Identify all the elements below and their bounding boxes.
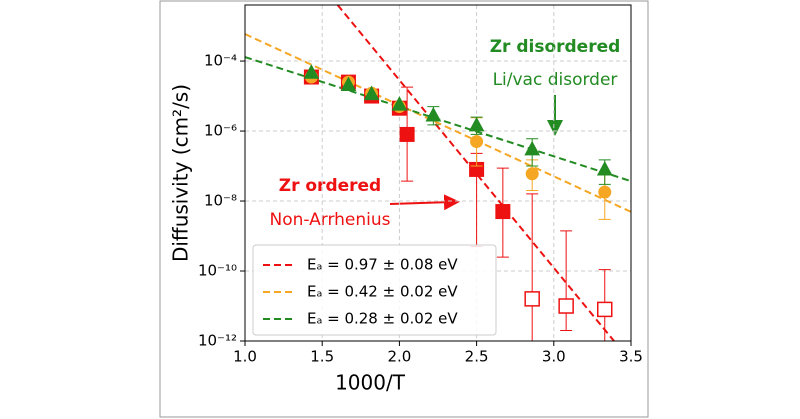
annotation: Li/vac disorder <box>493 70 618 90</box>
legend <box>252 244 497 336</box>
point <box>468 116 485 132</box>
point <box>470 135 484 149</box>
axes-frame <box>244 4 632 342</box>
legend-label: Eₐ = 0.28 ± 0.02 eV <box>307 310 458 328</box>
point <box>363 85 380 101</box>
point <box>391 96 408 111</box>
y-tick-label: 10⁻⁸ <box>204 192 237 210</box>
figure-frame <box>159 0 649 418</box>
fit-line <box>336 5 615 341</box>
point <box>340 76 357 92</box>
annotation: Non-Arrhenius <box>269 210 390 230</box>
y-axis-label: Diffusivity (cm²/s) <box>169 84 193 262</box>
point <box>598 185 612 199</box>
x-tick-label: 3.0 <box>542 348 566 366</box>
y-tick-label: 10⁻⁶ <box>204 122 237 140</box>
point <box>495 204 511 220</box>
annotation: Zr disordered <box>490 37 621 57</box>
point <box>596 160 613 176</box>
legend-label: Eₐ = 0.42 ± 0.02 eV <box>307 283 458 301</box>
x-tick-label: 1.5 <box>310 348 334 366</box>
x-tick-label: 2.0 <box>387 348 411 366</box>
point <box>558 298 574 314</box>
arrow <box>389 194 460 211</box>
x-tick-label: 1.0 <box>233 348 257 366</box>
point <box>524 140 541 156</box>
point <box>303 64 320 79</box>
point <box>597 301 613 318</box>
point <box>399 126 415 142</box>
legend-label: Eₐ = 0.97 ± 0.08 eV <box>307 256 458 274</box>
annotation: Zr ordered <box>279 176 381 196</box>
y-tick-label: 10⁻¹² <box>198 332 237 350</box>
error-bar <box>526 193 539 342</box>
point <box>425 106 442 122</box>
x-tick-label: 2.5 <box>465 348 489 366</box>
x-axis-label: 1000/T <box>335 371 406 395</box>
error-bar <box>560 230 573 331</box>
fit-line <box>245 33 631 213</box>
point <box>524 291 540 307</box>
y-tick-label: 10⁻¹⁰ <box>198 262 237 280</box>
x-tick-label: 3.5 <box>619 348 643 366</box>
point <box>525 167 539 181</box>
y-tick-label: 10⁻⁴ <box>204 52 237 70</box>
